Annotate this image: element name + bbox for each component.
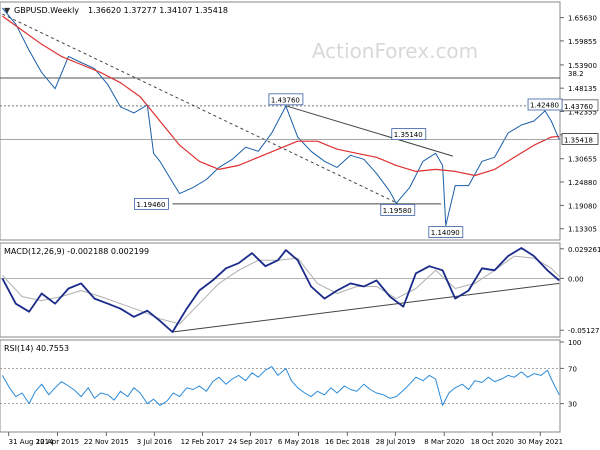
price-marker-label: 1.42480 <box>530 101 559 109</box>
rsi-ytick-label: 70 <box>568 365 577 373</box>
price-trendline <box>2 13 398 204</box>
price-marker-box <box>428 226 464 238</box>
price-layer: 1.656301.598551.539001.481351.423551.365… <box>0 7 599 238</box>
moving-average-line <box>2 15 560 177</box>
x-tick-label: 16 Dec 2018 <box>325 438 370 446</box>
price-marker-label: 1.14090 <box>431 229 460 237</box>
price-panel <box>0 1 561 241</box>
current-price-badge <box>561 133 599 145</box>
macd-trendline <box>172 282 560 333</box>
macd-ytick-label: 0.00 <box>568 275 584 283</box>
price-marker-box <box>134 197 169 210</box>
rsi-panel <box>0 339 561 433</box>
price-marker-label: 1.43760 <box>271 96 300 104</box>
current-price-label: 1.35418 <box>564 136 593 144</box>
x-tick-label: 6 May 2018 <box>278 438 319 446</box>
macd-ytick-label: -0.051279 <box>568 327 600 335</box>
x-tick-label: 28 Jul 2019 <box>376 438 416 446</box>
price-marker-label: 1.19460 <box>136 201 165 209</box>
price-marker-box <box>380 203 416 216</box>
price-title: GBPUSD.Weekly <box>14 6 79 15</box>
price-ytick-label: 1.53900 <box>568 62 597 70</box>
price-marker-label: 1.35140 <box>394 131 423 139</box>
price-trendline <box>285 105 454 157</box>
price-ytick-label: 1.30655 <box>568 156 597 164</box>
x-tick-label: 22 Nov 2015 <box>84 438 129 446</box>
price-ytick-label: 1.19080 <box>568 202 597 210</box>
price-ytick-label: 1.13305 <box>568 226 597 234</box>
price-ytick-label: 1.42355 <box>568 108 597 116</box>
price-marker-box <box>268 93 304 106</box>
resistance-badge-label: 1.43760 <box>564 103 593 111</box>
x-tick-label: 31 Aug 2014 <box>9 438 54 446</box>
price-line <box>2 7 560 226</box>
macd-ytick-label: 0.029261 <box>568 246 600 254</box>
x-tick-label: 24 Sep 2017 <box>228 438 272 446</box>
macd-layer: 0.029261 0.00 -0.051279 <box>0 246 600 335</box>
watermark: ActionForex.com <box>312 39 478 63</box>
x-tick-label: 30 May 2021 <box>517 438 563 446</box>
x-tick-label: 3 Jul 2016 <box>137 438 173 446</box>
price-marker-label: 1.19580 <box>383 207 412 215</box>
price-ytick-label: 1.48135 <box>568 85 597 93</box>
macd-title: MACD(12,26,9) -0.002188 0.002199 <box>4 247 149 256</box>
macd-signal-line <box>2 255 560 325</box>
x-tick-label: 8 Mar 2020 <box>424 438 464 446</box>
price-title-arrow: ▼ <box>4 6 11 15</box>
price-ohlc: 1.36620 1.37277 1.34107 1.35418 <box>88 6 228 15</box>
price-marker-box <box>527 98 563 111</box>
rsi-layer: 100 70 30 <box>0 339 581 409</box>
rsi-ytick-label: 30 <box>568 401 577 409</box>
x-tick-label: 12 Apr 2015 <box>36 438 79 446</box>
fib-level-label: 38.2 <box>568 70 584 78</box>
rsi-ytick-label: 100 <box>568 339 581 347</box>
x-tick-label: 12 Feb 2017 <box>181 438 225 446</box>
macd-line <box>1 247 560 333</box>
rsi-line <box>1 366 560 406</box>
price-marker-box <box>391 128 427 141</box>
price-ytick-label: 1.24880 <box>568 179 597 187</box>
x-tick-label: 18 Oct 2020 <box>471 438 514 446</box>
price-ytick-label: 1.65630 <box>568 15 597 23</box>
price-ytick-label: 1.59855 <box>568 38 597 46</box>
rsi-title: RSI(14) 40.7553 <box>4 344 69 353</box>
